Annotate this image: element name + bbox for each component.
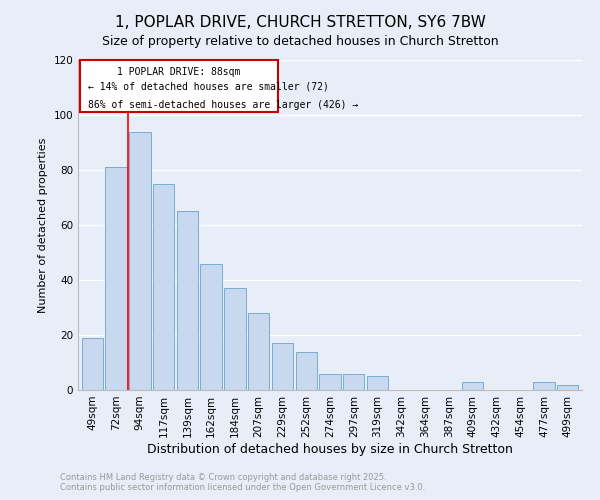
Text: 1, POPLAR DRIVE, CHURCH STRETTON, SY6 7BW: 1, POPLAR DRIVE, CHURCH STRETTON, SY6 7B… — [115, 15, 485, 30]
Y-axis label: Number of detached properties: Number of detached properties — [38, 138, 48, 312]
Text: ← 14% of detached houses are smaller (72): ← 14% of detached houses are smaller (72… — [88, 82, 328, 92]
Bar — [224, 288, 245, 390]
Bar — [272, 343, 293, 390]
Bar — [129, 132, 151, 390]
Bar — [343, 374, 364, 390]
X-axis label: Distribution of detached houses by size in Church Stretton: Distribution of detached houses by size … — [147, 442, 513, 456]
Bar — [200, 264, 222, 390]
Bar — [533, 382, 554, 390]
Text: 1 POPLAR DRIVE: 88sqm: 1 POPLAR DRIVE: 88sqm — [118, 67, 241, 77]
Bar — [367, 376, 388, 390]
Bar — [248, 313, 269, 390]
Text: Size of property relative to detached houses in Church Stretton: Size of property relative to detached ho… — [101, 35, 499, 48]
Bar — [462, 382, 484, 390]
Bar — [296, 352, 317, 390]
Bar — [319, 374, 341, 390]
FancyBboxPatch shape — [80, 60, 278, 112]
Text: 86% of semi-detached houses are larger (426) →: 86% of semi-detached houses are larger (… — [88, 100, 358, 110]
Bar — [82, 338, 103, 390]
Bar — [557, 384, 578, 390]
Bar — [153, 184, 174, 390]
Bar — [106, 167, 127, 390]
Text: Contains HM Land Registry data © Crown copyright and database right 2025.
Contai: Contains HM Land Registry data © Crown c… — [60, 473, 425, 492]
Bar — [176, 211, 198, 390]
